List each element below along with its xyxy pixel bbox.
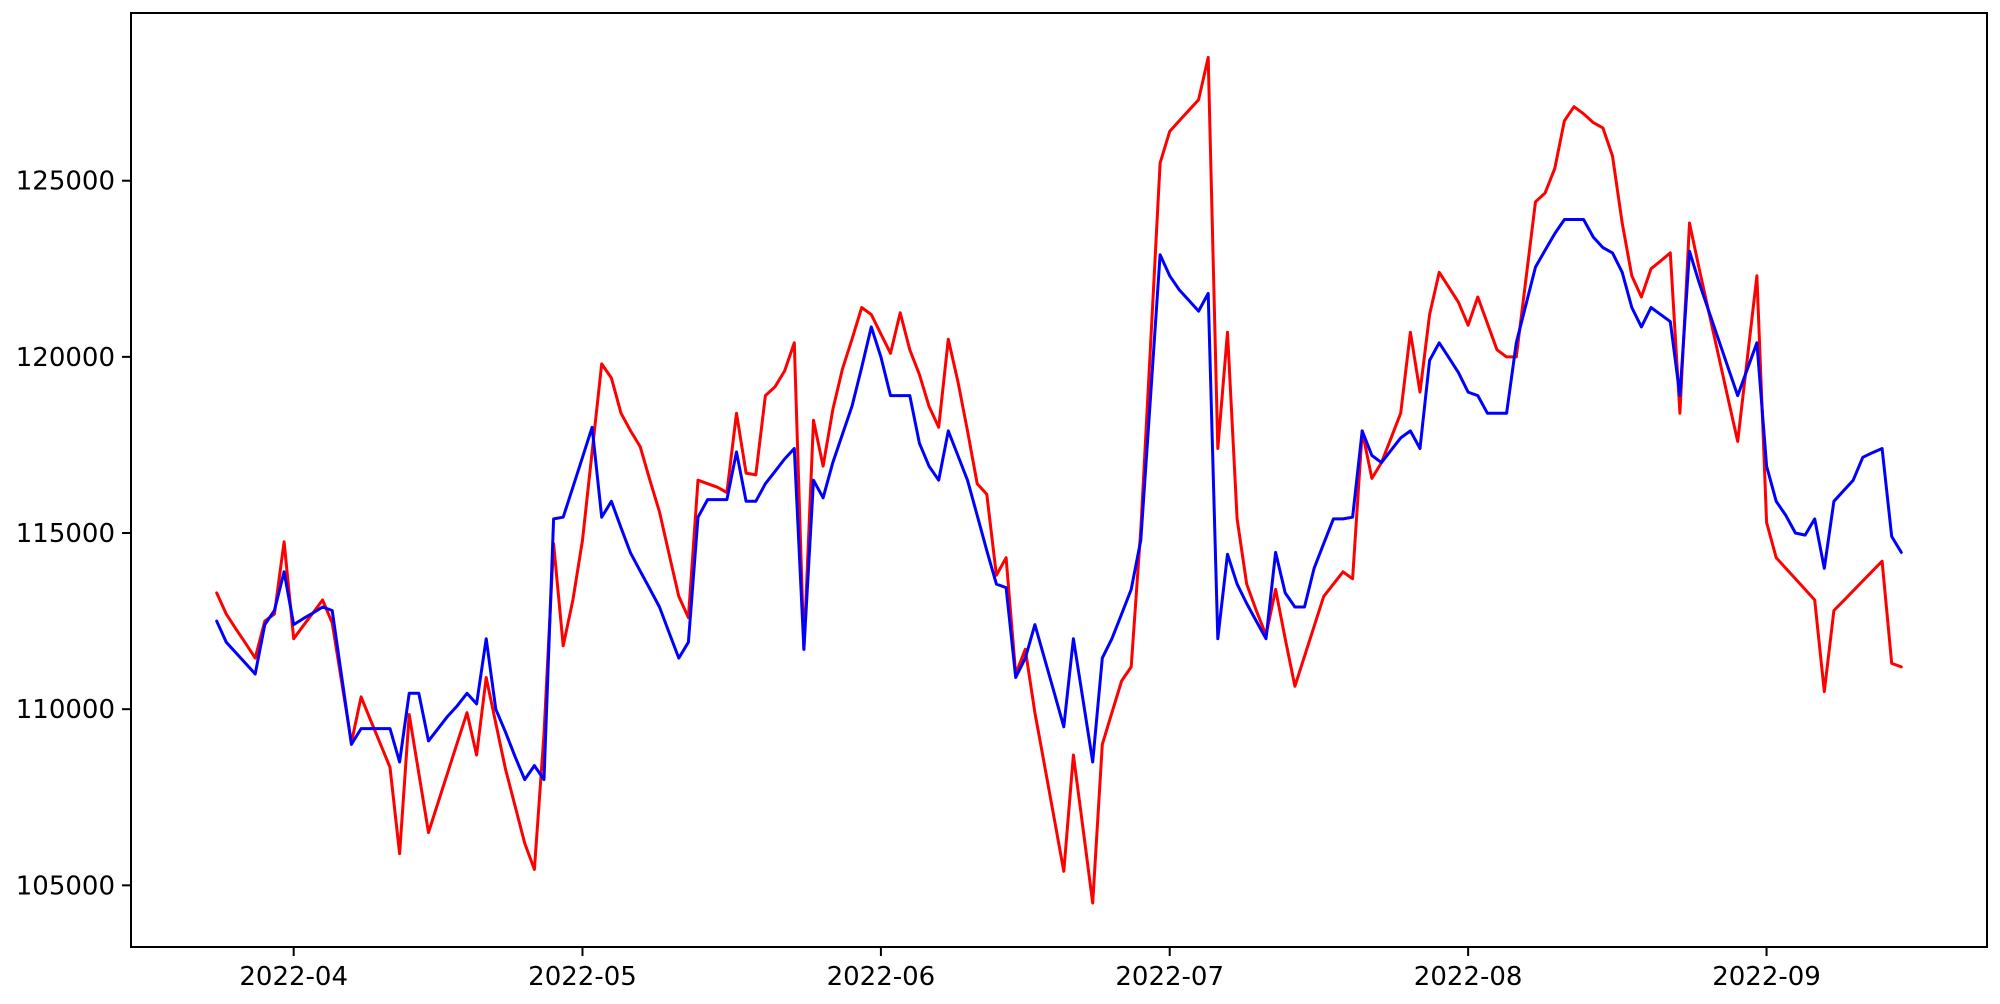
x-tick-label: 2022-04 xyxy=(239,962,348,992)
y-tick-label: 110000 xyxy=(16,695,115,725)
x-tick-label: 2022-05 xyxy=(528,962,637,992)
y-tick-label: 115000 xyxy=(16,519,115,549)
x-tick-label: 2022-08 xyxy=(1414,962,1523,992)
x-tick-label: 2022-07 xyxy=(1115,962,1224,992)
y-tick-label: 125000 xyxy=(16,167,115,197)
red-series-line xyxy=(215,55,1903,905)
x-tick-label: 2022-06 xyxy=(827,962,936,992)
blue-series-line xyxy=(215,218,1903,782)
y-tick-label: 120000 xyxy=(16,343,115,373)
y-tick-label: 105000 xyxy=(16,871,115,901)
plot-frame xyxy=(130,12,1988,948)
x-tick-label: 2022-09 xyxy=(1712,962,1821,992)
